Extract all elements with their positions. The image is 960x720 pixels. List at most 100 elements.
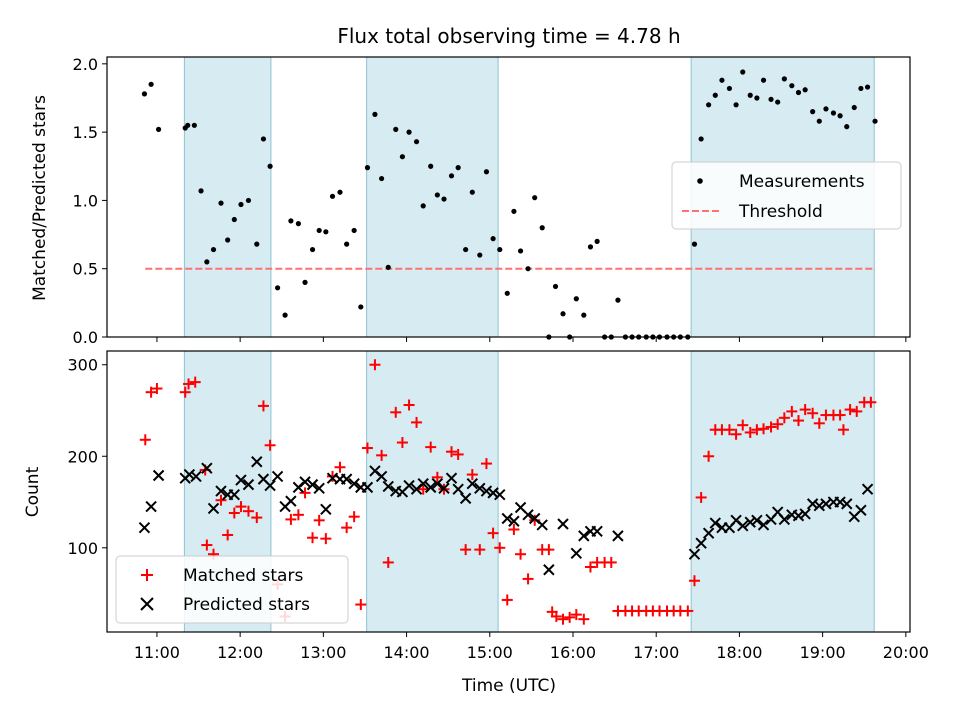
predicted-star-point — [361, 481, 374, 494]
top-y-axis-label: Matched/Predicted stars — [30, 95, 50, 301]
measurements-series — [141, 69, 878, 340]
measurement-point — [337, 189, 343, 195]
predicted-star-point — [375, 470, 388, 483]
measurement-point — [238, 201, 244, 208]
measurement-point — [302, 279, 308, 285]
predicted-star-point — [806, 498, 819, 510]
predicted-star-point — [242, 478, 255, 491]
matched-star-point — [189, 376, 201, 388]
predicted-star-point — [522, 509, 534, 521]
predicted-star-point — [792, 510, 805, 522]
measurement-point — [406, 129, 412, 135]
predicted-star-point — [285, 495, 297, 507]
matched-star-point — [799, 404, 811, 416]
measurement-point — [594, 238, 600, 244]
matched-star-point — [703, 450, 715, 462]
matched-star-point — [772, 418, 784, 430]
top-legend: Measurements Threshold — [671, 161, 902, 230]
measurement-point — [413, 139, 420, 145]
matched-star-point — [550, 610, 562, 622]
predicted-star-point — [271, 470, 284, 483]
matched-star-point — [578, 613, 590, 625]
measurement-point — [789, 83, 795, 89]
measurement-point — [795, 89, 802, 96]
predicted-star-point — [403, 479, 415, 492]
measurement-point — [428, 163, 434, 169]
predicted-star-point — [264, 479, 276, 492]
matched-star-point — [501, 594, 513, 606]
measurement-point — [231, 216, 237, 223]
measurement-point — [448, 173, 455, 179]
predicted-star-point — [299, 476, 311, 488]
legend-matched-label: Matched stars — [183, 566, 303, 586]
matched-star-point — [723, 424, 735, 436]
y-tick-label: 0.0 — [73, 328, 98, 347]
x-tick-label: 19:00 — [800, 643, 846, 662]
top-axis-ticks: 0.0 0.5 1.0 1.5 2.0 — [73, 55, 907, 347]
measurement-point — [802, 87, 808, 93]
matched-star-point — [851, 405, 863, 417]
measurement-point — [816, 118, 822, 124]
matched-star-point — [460, 544, 472, 556]
matched-star-point — [285, 513, 297, 525]
y-tick-label: 0.5 — [73, 260, 98, 279]
measurement-point — [511, 208, 517, 214]
x-tick-label: 18:00 — [716, 643, 762, 662]
matched-star-point — [807, 407, 819, 419]
matched-star-point — [834, 409, 846, 421]
predicted-star-point — [466, 478, 479, 490]
matched-star-point — [341, 522, 353, 534]
measurement-point — [245, 197, 252, 204]
matched-star-point — [396, 437, 408, 449]
predicted-star-point — [737, 520, 749, 532]
bottom-y-axis-label: Count — [23, 466, 43, 517]
legend-measurements-label: Measurements — [739, 172, 865, 192]
matched-star-point — [382, 556, 394, 568]
predicted-star-point — [474, 482, 486, 495]
measurement-point — [560, 311, 566, 317]
predicted-star-point — [751, 514, 763, 527]
legend-predicted-label: Predicted stars — [183, 595, 310, 615]
matched-star-point — [695, 491, 707, 503]
predicted-star-point — [459, 492, 472, 505]
measurement-point — [210, 246, 217, 253]
matched-star-point — [201, 539, 213, 551]
x-tick-label: 17:00 — [633, 643, 679, 662]
predicted-star-point — [557, 518, 569, 530]
measurement-point — [754, 95, 760, 101]
predicted-star-point — [841, 498, 853, 510]
measurement-point — [441, 196, 447, 202]
measurement-point — [351, 227, 357, 234]
top-plot-frame — [106, 56, 911, 338]
measurement-point — [372, 111, 378, 117]
matched-star-point — [431, 471, 443, 483]
matched-star-point — [183, 378, 195, 390]
measurement-point — [830, 110, 837, 116]
measurement-point — [204, 259, 210, 265]
predicted-star-point — [709, 517, 721, 529]
matched-star-point — [145, 386, 157, 398]
matched-star-point — [522, 573, 534, 585]
legend-measurements-marker — [697, 178, 703, 184]
measurement-point — [733, 102, 739, 108]
measurement-point — [254, 241, 260, 247]
measurement-point — [490, 236, 496, 242]
matched-star-point — [251, 512, 263, 524]
measurement-point — [775, 99, 781, 105]
legend-predicted-marker — [140, 597, 154, 611]
predicted-star-point — [757, 519, 770, 531]
predicted-star-point — [207, 502, 220, 515]
matched-star-point — [417, 483, 429, 495]
measurement-point — [747, 92, 753, 98]
measurement-point — [155, 126, 162, 132]
measurement-point — [858, 85, 864, 92]
measurement-point — [497, 246, 503, 253]
measurement-point — [274, 285, 281, 291]
measurement-point — [267, 163, 273, 169]
measurement-point — [148, 81, 154, 87]
predicted-star-point — [799, 508, 811, 520]
measurement-point — [760, 77, 767, 83]
bottom-legend-box — [115, 555, 349, 624]
y-tick-label: 2.0 — [73, 55, 98, 74]
measurement-point — [587, 244, 594, 250]
